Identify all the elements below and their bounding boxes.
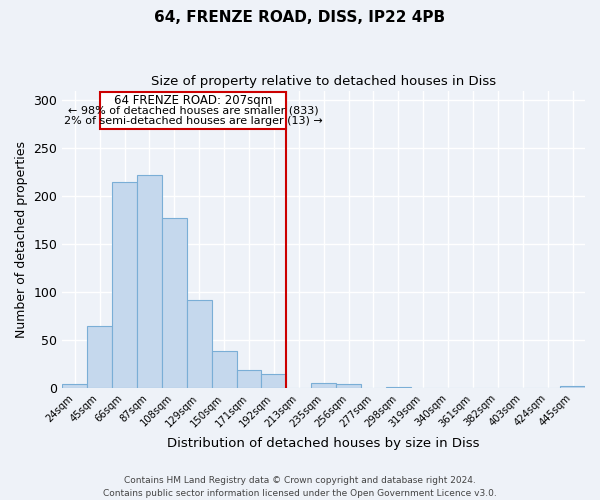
Text: 64 FRENZE ROAD: 207sqm: 64 FRENZE ROAD: 207sqm xyxy=(114,94,272,107)
Bar xyxy=(162,218,187,388)
Bar xyxy=(560,386,585,388)
Text: Contains HM Land Registry data © Crown copyright and database right 2024.
Contai: Contains HM Land Registry data © Crown c… xyxy=(103,476,497,498)
Y-axis label: Number of detached properties: Number of detached properties xyxy=(15,141,28,338)
Bar xyxy=(336,384,361,388)
FancyBboxPatch shape xyxy=(100,92,286,129)
Bar xyxy=(386,387,411,388)
Title: Size of property relative to detached houses in Diss: Size of property relative to detached ho… xyxy=(151,75,496,88)
Bar xyxy=(262,374,286,388)
Bar xyxy=(137,175,162,388)
Bar xyxy=(87,326,112,388)
Bar xyxy=(311,384,336,388)
X-axis label: Distribution of detached houses by size in Diss: Distribution of detached houses by size … xyxy=(167,437,480,450)
Bar xyxy=(112,182,137,388)
Bar xyxy=(236,370,262,388)
Bar xyxy=(62,384,87,388)
Bar xyxy=(212,350,236,388)
Text: ← 98% of detached houses are smaller (833): ← 98% of detached houses are smaller (83… xyxy=(68,106,318,116)
Bar xyxy=(187,300,212,388)
Text: 2% of semi-detached houses are larger (13) →: 2% of semi-detached houses are larger (1… xyxy=(64,116,322,126)
Text: 64, FRENZE ROAD, DISS, IP22 4PB: 64, FRENZE ROAD, DISS, IP22 4PB xyxy=(154,10,446,25)
